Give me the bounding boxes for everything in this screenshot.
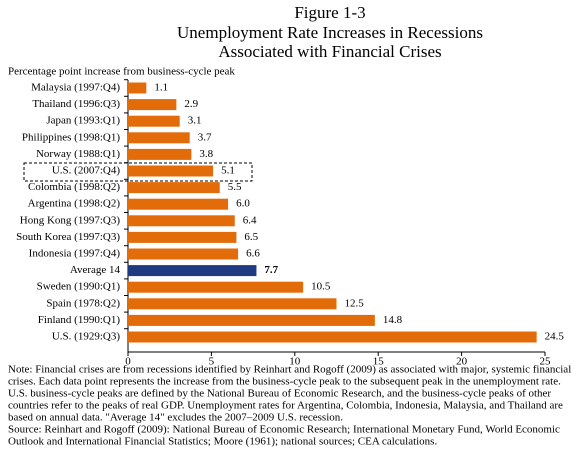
bar <box>128 198 229 210</box>
bar <box>128 99 177 111</box>
bar <box>128 248 239 260</box>
bar <box>128 281 304 293</box>
bar <box>128 115 180 127</box>
y-tick-label: Malaysia (1997:Q4) <box>31 82 120 94</box>
chart-title: Associated with Financial Crises <box>218 42 441 61</box>
value-label: 7.7 <box>264 264 278 276</box>
value-label: 2.9 <box>184 98 198 110</box>
y-tick-label: U.S. (1929:Q3) <box>52 331 120 343</box>
x-tick-label: 20 <box>456 356 468 368</box>
value-label: 10.5 <box>311 281 331 293</box>
y-tick-label: Colombia (1998:Q2) <box>28 181 120 193</box>
value-label: 6.4 <box>243 214 257 226</box>
bar <box>128 265 257 277</box>
value-label: 6.5 <box>244 231 258 243</box>
value-label: 1.1 <box>154 82 168 94</box>
y-tick-label: Spain (1978:Q2) <box>46 297 120 309</box>
x-tick-label: 25 <box>540 356 552 368</box>
bar <box>128 215 235 227</box>
chart-title: Figure 1-3 <box>294 3 365 22</box>
y-tick-label: Finland (1990:Q1) <box>38 314 121 326</box>
y-tick-label: Thailand (1996:Q3) <box>32 98 120 110</box>
value-label: 14.8 <box>383 314 403 326</box>
y-tick-label: Average 14 <box>70 264 121 276</box>
bar <box>128 231 237 243</box>
note: based on annual data. "Average 14" exclu… <box>8 412 343 424</box>
y-tick-label: Philippines (1998:Q1) <box>22 131 120 143</box>
bar <box>128 314 375 326</box>
note: U.S. business-cycle peaks are defined by… <box>8 388 551 400</box>
bar <box>128 165 214 177</box>
value-label: 5.1 <box>221 165 235 177</box>
value-label: 3.8 <box>199 148 213 160</box>
value-label: 6.0 <box>236 198 250 210</box>
bar <box>128 82 147 94</box>
value-label: 6.6 <box>246 248 260 260</box>
bar <box>128 148 192 160</box>
y-tick-label: Norway (1988:Q1) <box>36 148 120 160</box>
y-tick-label: Hong Kong (1997:Q3) <box>20 214 121 226</box>
y-tick-label: Argentina (1998:Q2) <box>28 198 121 210</box>
x-tick-label: 15 <box>373 356 385 368</box>
chart-title: Unemployment Rate Increases in Recession… <box>177 23 483 42</box>
x-tick-label: 5 <box>209 356 215 368</box>
note: countries refer to the peaks of real GDP… <box>8 400 563 412</box>
bar <box>128 182 220 194</box>
value-label: 3.7 <box>198 131 212 143</box>
value-label: 12.5 <box>345 297 365 309</box>
highlight-box <box>23 162 253 182</box>
bar <box>128 331 537 343</box>
value-label: 3.1 <box>188 115 202 127</box>
subtitle: Percentage point increase from business-… <box>8 66 235 78</box>
note: Outlook and International Financial Stat… <box>8 436 437 448</box>
y-tick-label: South Korea (1997:Q3) <box>16 231 120 243</box>
bar <box>128 132 190 144</box>
note: Note: Financial crises are from recessio… <box>8 364 571 376</box>
y-tick-label: U.S. (2007:Q4) <box>52 165 120 177</box>
x-tick-label: 0 <box>125 356 131 368</box>
y-tick-label: Sweden (1990:Q1) <box>37 281 121 293</box>
y-tick-label: Indonesia (1997:Q4) <box>29 248 121 260</box>
note: Source: Reinhart and Rogoff (2009): Nati… <box>8 424 560 436</box>
note: crises. Each data point represents the i… <box>8 376 561 388</box>
value-label: 5.5 <box>228 181 242 193</box>
y-tick-label: Japan (1993:Q1) <box>46 115 120 127</box>
bar <box>128 298 337 310</box>
value-label: 24.5 <box>545 331 565 343</box>
x-tick-label: 10 <box>289 356 301 368</box>
